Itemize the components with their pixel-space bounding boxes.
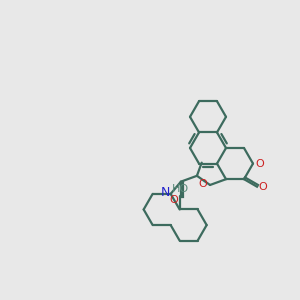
Text: O: O xyxy=(259,182,267,192)
Text: O: O xyxy=(199,179,207,189)
Text: N: N xyxy=(161,186,170,200)
Text: O: O xyxy=(169,195,178,205)
Text: HO: HO xyxy=(172,184,189,194)
Text: O: O xyxy=(256,159,264,169)
